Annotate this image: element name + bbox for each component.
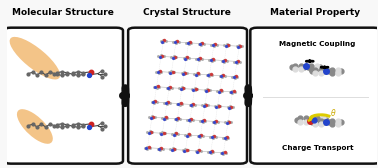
Text: Material Property: Material Property [270,8,360,17]
Text: Molecular Structure: Molecular Structure [12,8,114,17]
FancyBboxPatch shape [128,28,247,164]
Ellipse shape [17,109,53,144]
Text: Crystal Structure: Crystal Structure [144,8,231,17]
Text: Charge Transport: Charge Transport [282,145,353,151]
Text: $\theta$: $\theta$ [330,107,337,118]
FancyBboxPatch shape [4,28,123,164]
Ellipse shape [9,37,60,79]
FancyBboxPatch shape [250,28,378,164]
Text: Magnetic Coupling: Magnetic Coupling [279,41,356,47]
